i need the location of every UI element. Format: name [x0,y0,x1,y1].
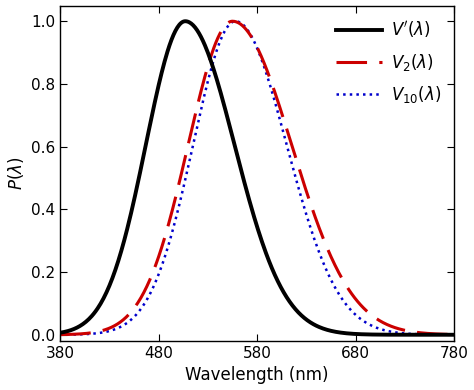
Legend: $V'(\lambda)$, $V_2(\lambda)$, $V_{10}(\lambda)$: $V'(\lambda)$, $V_2(\lambda)$, $V_{10}(\… [330,14,446,110]
Y-axis label: $P(\lambda)$: $P(\lambda)$ [6,156,26,190]
X-axis label: Wavelength (nm): Wavelength (nm) [185,367,329,385]
